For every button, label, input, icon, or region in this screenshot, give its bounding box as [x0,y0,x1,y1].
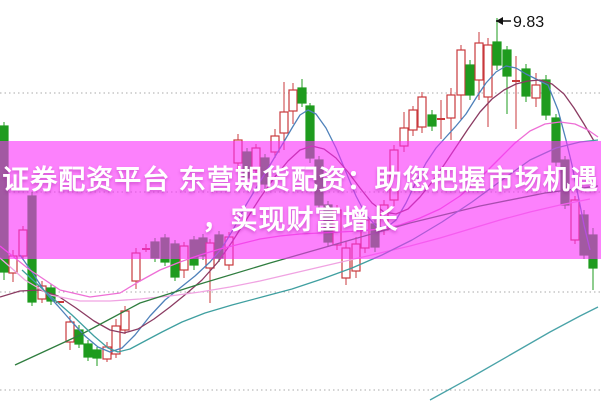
promo-banner-line1: 证券配资平台 东营期货配资：助您把握市场机遇 [2,165,599,195]
candle-down [92,349,102,359]
candle-up [417,96,427,128]
candle-down [492,41,502,66]
candle-down [83,343,93,358]
candle-up [456,49,466,96]
candle-up [288,89,298,112]
candle-up [120,310,130,331]
price-annotation: 9.83 [513,14,544,31]
candle-down [465,64,475,96]
promo-banner-line2: ，实现财富增长 [202,205,399,235]
candle-up [111,325,121,355]
candle-up [483,44,493,98]
candle-up [408,109,418,131]
candle-down [297,87,307,104]
ma-teal-longest [429,306,599,401]
promo-banner: 证券配资平台 东营期货配资：助您把握市场机遇 ，实现财富增长 [0,141,601,259]
annotation-arrowhead [496,17,503,25]
candle-up [531,84,541,99]
candle-up [279,111,289,134]
candle-up [446,94,456,119]
candle-up [474,42,484,81]
candle-down [541,79,551,116]
candle-up [65,321,75,343]
candle-down [502,49,512,77]
candle-down [427,114,437,127]
